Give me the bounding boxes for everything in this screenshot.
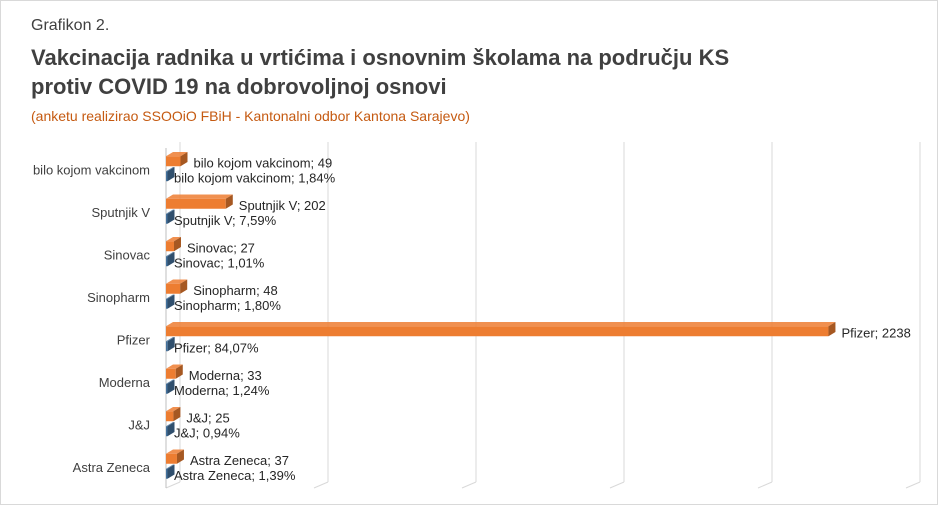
chart-title-line-1: Vakcinacija radnika u vrtićima i osnovni…: [31, 45, 730, 70]
data-label-percent-moderna: Moderna; 1,24%: [174, 383, 270, 398]
bar-count-sinovac: [166, 237, 181, 252]
bar-percent-moderna: [166, 379, 175, 394]
category-label-astra-zeneca: Astra Zeneca: [73, 460, 151, 475]
bar-percent-sputnjik-v: [166, 209, 175, 224]
data-label-count-sinovac: Sinovac; 27: [187, 240, 255, 255]
chart-title: Vakcinacija radnika u vrtićima i osnovni…: [31, 43, 911, 101]
gridline-floor: [609, 481, 625, 489]
bar-percent-j-j: [166, 422, 175, 437]
data-label-count-astra-zeneca: Astra Zeneca; 37: [190, 453, 289, 468]
category-label-sinopharm: Sinopharm: [87, 290, 150, 305]
bar-percent-bilo-kojom-vakcinom: [166, 167, 175, 182]
bar-count-sinopharm: [166, 279, 188, 294]
data-label-count-sinopharm: Sinopharm; 48: [193, 283, 278, 298]
data-label-count-pfizer: Pfizer; 2238: [841, 325, 910, 340]
category-label-moderna: Moderna: [99, 375, 151, 390]
gridline-floor: [461, 481, 477, 489]
chart-title-line-2: protiv COVID 19 na dobrovoljnoj osnovi: [31, 74, 447, 99]
bar-count-j-j: [166, 407, 181, 422]
data-label-count-moderna: Moderna; 33: [189, 368, 262, 383]
data-label-percent-sputnjik-v: Sputnjik V; 7,59%: [174, 213, 277, 228]
category-label-sinovac: Sinovac: [104, 247, 151, 262]
category-label-j-j: J&J: [128, 417, 150, 432]
data-label-percent-sinopharm: Sinopharm; 1,80%: [174, 298, 281, 313]
gridline-floor: [313, 481, 329, 489]
bar-count-sputnjik-v: [166, 194, 233, 209]
data-label-percent-j-j: J&J; 0,94%: [174, 425, 240, 440]
data-label-count-sputnjik-v: Sputnjik V; 202: [239, 198, 326, 213]
chart-subtitle: (anketu realizirao SSOOiO FBiH - Kantona…: [31, 108, 470, 124]
bar-percent-sinopharm: [166, 294, 175, 309]
category-label-sputnjik-v: Sputnjik V: [91, 205, 150, 220]
gridline-floor: [905, 481, 921, 489]
bar-count-bilo-kojom-vakcinom: [166, 152, 188, 167]
data-label-count-bilo-kojom-vakcinom: bilo kojom vakcinom; 49: [194, 155, 333, 170]
figure-label: Grafikon 2.: [31, 17, 110, 34]
category-label-bilo-kojom-vakcinom: bilo kojom vakcinom: [33, 162, 150, 177]
bar-percent-astra-zeneca: [166, 464, 175, 479]
bar-percent-sinovac: [166, 252, 175, 267]
data-label-percent-sinovac: Sinovac; 1,01%: [174, 255, 265, 270]
category-label-pfizer: Pfizer: [117, 332, 151, 347]
data-label-percent-bilo-kojom-vakcinom: bilo kojom vakcinom; 1,84%: [174, 170, 336, 185]
bar-percent-pfizer: [166, 337, 175, 352]
gridline-floor: [165, 481, 181, 489]
bar-count-astra-zeneca: [166, 449, 184, 464]
data-label-percent-pfizer: Pfizer; 84,07%: [174, 340, 259, 355]
data-label-count-j-j: J&J; 25: [186, 410, 229, 425]
bar-count-pfizer: [166, 322, 836, 337]
data-label-percent-astra-zeneca: Astra Zeneca; 1,39%: [174, 468, 296, 483]
bar-count-moderna: [166, 364, 183, 379]
gridline-floor: [757, 481, 773, 489]
